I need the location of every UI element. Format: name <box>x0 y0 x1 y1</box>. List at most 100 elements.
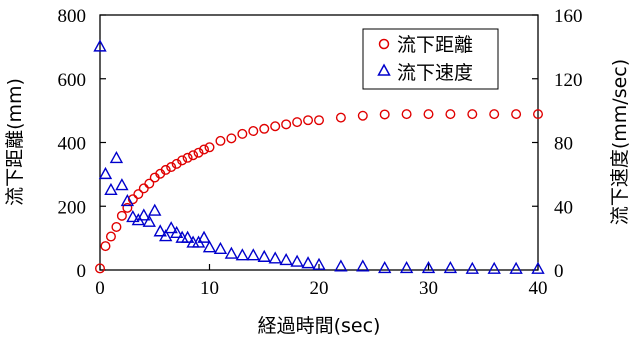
speed-point <box>246 248 260 261</box>
speed-point <box>421 260 436 274</box>
speed-point <box>159 229 173 242</box>
speed-point <box>334 259 348 272</box>
speed-point <box>120 194 135 207</box>
speed-point <box>153 224 167 237</box>
speed-point <box>126 209 140 223</box>
speed-point <box>169 225 184 239</box>
distance-point <box>177 155 188 166</box>
speed-point <box>180 230 195 243</box>
speed-point <box>443 260 458 274</box>
distance-point <box>335 112 346 123</box>
speed-point <box>509 261 523 274</box>
distance-point <box>160 164 171 175</box>
distance-point <box>357 110 368 121</box>
speed-point <box>109 150 124 164</box>
y-left-tick-label: 800 <box>58 6 87 27</box>
distance-point <box>259 123 270 134</box>
distance-point <box>188 150 199 161</box>
x-tick-label: 30 <box>419 278 438 299</box>
legend-label-speed: 流下速度 <box>397 62 473 84</box>
distance-point <box>105 231 116 242</box>
distance-point <box>489 109 500 120</box>
speed-point <box>213 241 228 254</box>
distance-point <box>281 119 292 130</box>
speed-point <box>465 261 479 274</box>
distance-point <box>182 152 193 163</box>
y-right-tick-label: 160 <box>554 6 583 27</box>
y-left-axis-title: 流下距離(mm) <box>4 78 26 206</box>
y-left-tick-label: 0 <box>77 261 87 282</box>
speed-point <box>98 166 113 180</box>
speed-point <box>93 39 107 52</box>
distance-point <box>445 109 456 120</box>
y-right-tick-label: 0 <box>554 261 564 282</box>
distance-point <box>100 241 111 252</box>
distance-point <box>401 109 412 120</box>
speed-point <box>279 252 293 266</box>
speed-point <box>268 251 282 264</box>
distance-point <box>127 194 138 205</box>
distance-point <box>111 221 122 232</box>
distance-point <box>511 109 522 120</box>
distance-point <box>292 117 303 128</box>
speed-point <box>290 254 304 267</box>
speed-point <box>142 214 156 227</box>
distance-point <box>144 178 155 189</box>
legend: 流下距離 流下速度 <box>362 28 499 90</box>
speed-point <box>104 182 118 196</box>
distance-point <box>237 128 248 139</box>
speed-point <box>487 261 501 274</box>
distance-point <box>138 183 149 194</box>
speed-point <box>115 178 129 191</box>
speed-point <box>531 261 545 274</box>
y-left-tick-label: 600 <box>58 70 87 91</box>
x-tick-label: 10 <box>200 278 219 299</box>
x-axis-title: 経過時間(sec) <box>258 315 381 337</box>
distance-point <box>122 202 133 213</box>
speed-point <box>197 230 211 243</box>
speed-point <box>202 240 217 253</box>
distance-point <box>204 142 215 153</box>
speed-point <box>148 203 162 216</box>
x-tick-label: 20 <box>310 278 329 299</box>
points-layer <box>93 39 545 274</box>
legend-marker-speed <box>377 63 391 76</box>
speed-point <box>224 246 239 259</box>
speed-point <box>378 260 392 274</box>
distance-point <box>94 263 105 274</box>
distance-point <box>226 133 237 144</box>
distance-point <box>314 115 325 126</box>
y-right-tick-label: 80 <box>554 134 573 155</box>
distance-point <box>166 162 177 173</box>
distance-point <box>270 121 281 132</box>
distance-point <box>423 109 434 120</box>
legend-marker-distance <box>378 38 390 50</box>
speed-point <box>235 248 250 261</box>
distance-point <box>193 147 204 158</box>
speed-point <box>399 260 414 274</box>
distance-point <box>248 126 259 137</box>
speed-point <box>356 259 370 272</box>
distance-point <box>533 109 544 120</box>
y-right-tick-label: 120 <box>554 70 583 91</box>
speed-point <box>257 249 271 262</box>
y-right-axis-title: 流下速度(mm/sec) <box>609 59 631 225</box>
y-right-tick-label: 40 <box>554 197 573 218</box>
distance-point <box>199 144 210 155</box>
legend-label-distance: 流下距離 <box>397 34 473 56</box>
distance-point <box>379 109 390 120</box>
speed-point <box>312 257 326 270</box>
distance-point <box>303 115 314 126</box>
speed-point <box>137 208 151 221</box>
x-tick-label: 40 <box>529 278 548 299</box>
speed-point <box>301 256 315 269</box>
speed-point <box>164 221 178 234</box>
distance-point <box>467 109 478 120</box>
distance-point <box>116 210 127 221</box>
y-left-tick-label: 400 <box>58 134 87 155</box>
y-left-tick-label: 200 <box>58 197 87 218</box>
x-tick-label: 0 <box>95 278 105 299</box>
distance-point <box>215 135 226 146</box>
